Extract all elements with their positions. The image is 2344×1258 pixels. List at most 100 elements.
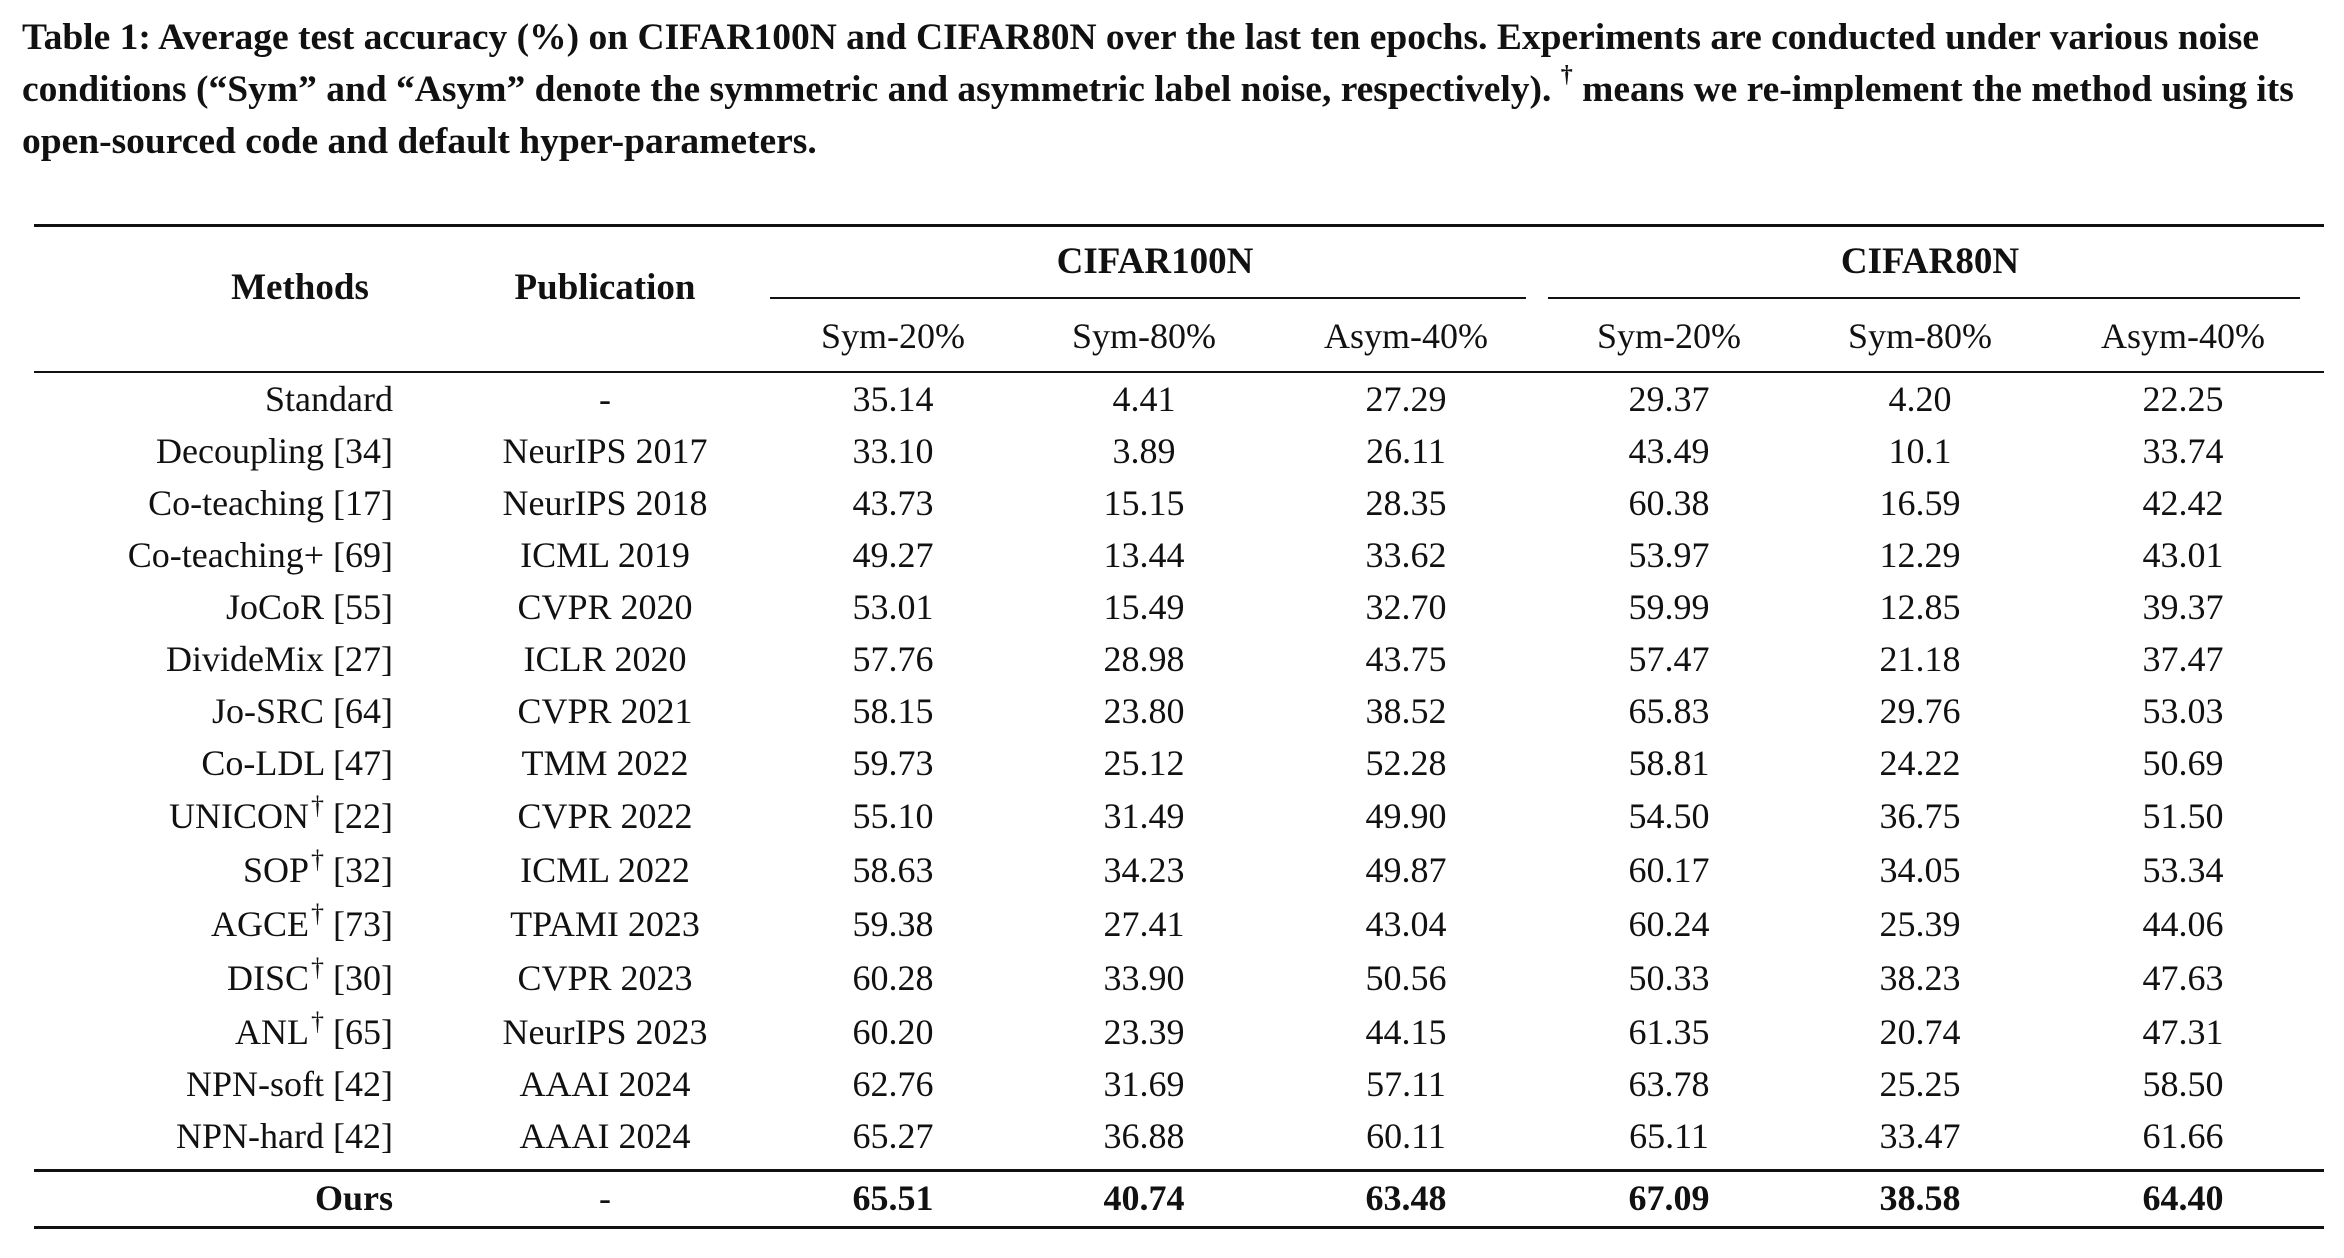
- publication-cell: CVPR 2023: [517, 958, 693, 998]
- value-cell: 39.37: [2142, 587, 2224, 627]
- method-citation: [17]: [333, 483, 393, 523]
- subheader-cifar100n-sym80: Sym-80%: [1072, 316, 1216, 356]
- method-citation: [47]: [333, 743, 393, 783]
- value-cell: 58.63: [852, 850, 934, 890]
- method-citation: [22]: [333, 796, 393, 836]
- value-cell: 36.75: [1879, 796, 1961, 836]
- publication-cell: ICLR 2020: [523, 639, 687, 679]
- value-cell: 27.29: [1365, 379, 1447, 419]
- value-cell: 53.34: [2142, 850, 2224, 890]
- value-cell: 43.04: [1365, 904, 1447, 944]
- dagger-mark: †: [311, 899, 325, 928]
- header-methods: Methods: [231, 267, 369, 308]
- value-cell: 65.27: [852, 1116, 934, 1156]
- method-name: DivideMix: [166, 639, 325, 679]
- value-cell: 52.28: [1365, 743, 1447, 783]
- value-cell: 50.69: [2142, 743, 2224, 783]
- method-cell: NPN-hard [42]: [176, 1118, 393, 1154]
- publication-cell: AAAI 2024: [519, 1064, 691, 1104]
- top-rule: [34, 224, 2324, 227]
- value-cell: 60.17: [1628, 850, 1710, 890]
- value-cell: 38.23: [1879, 958, 1961, 998]
- value-cell: 43.49: [1628, 431, 1710, 471]
- value-cell: 43.01: [2142, 535, 2224, 575]
- value-cell: 15.15: [1103, 483, 1185, 523]
- value-cell: 44.15: [1365, 1012, 1447, 1052]
- method-name: Co-teaching+: [127, 535, 325, 575]
- value-cell: 60.24: [1628, 904, 1710, 944]
- value-cell: 34.05: [1879, 850, 1961, 890]
- value-cell: 47.31: [2142, 1012, 2224, 1052]
- value-cell: 58.15: [852, 691, 934, 731]
- value-cell: 59.99: [1628, 587, 1710, 627]
- value-cell: 23.39: [1103, 1012, 1185, 1052]
- value-cell: 36.88: [1103, 1116, 1185, 1156]
- group2-underline: [1548, 297, 2300, 299]
- method-name: NPN-hard: [176, 1116, 325, 1156]
- value-cell: 4.41: [1112, 379, 1176, 419]
- publication-cell: NeurIPS 2017: [502, 431, 708, 471]
- header-publication: Publication: [514, 267, 696, 308]
- value-cell: 33.74: [2142, 431, 2224, 471]
- method-citation: [55]: [333, 587, 393, 627]
- value-cell: 15.49: [1103, 587, 1185, 627]
- method-cell: Co-teaching [17]: [148, 485, 393, 521]
- value-cell: 47.63: [2142, 958, 2224, 998]
- value-cell: 51.50: [2142, 796, 2224, 836]
- value-cell: 13.44: [1103, 535, 1185, 575]
- value-cell: 61.35: [1628, 1012, 1710, 1052]
- value-cell: 49.87: [1365, 850, 1447, 890]
- method-citation: [42]: [333, 1064, 393, 1104]
- value-cell-ours: 63.48: [1365, 1178, 1447, 1218]
- value-cell-ours: 40.74: [1103, 1178, 1185, 1218]
- publication-cell-ours: -: [599, 1178, 611, 1218]
- subheader-cifar100n-sym20: Sym-20%: [821, 316, 965, 356]
- publication-cell: AAAI 2024: [519, 1116, 691, 1156]
- value-cell: 12.85: [1879, 587, 1961, 627]
- value-cell: 60.11: [1366, 1116, 1446, 1156]
- value-cell: 29.76: [1879, 691, 1961, 731]
- value-cell: 33.62: [1365, 535, 1447, 575]
- value-cell: 57.47: [1628, 639, 1710, 679]
- method-citation: [73]: [333, 904, 393, 944]
- dagger-mark: †: [311, 953, 325, 982]
- subheader-cifar80n-sym80: Sym-80%: [1848, 316, 1992, 356]
- header-group-cifar100n: CIFAR100N: [1056, 241, 1254, 282]
- method-name: JoCoR: [225, 587, 325, 627]
- value-cell: 53.01: [852, 587, 934, 627]
- value-cell: 25.25: [1879, 1064, 1961, 1104]
- method-name: AGCE: [211, 904, 310, 944]
- value-cell: 35.14: [852, 379, 934, 419]
- value-cell: 43.75: [1365, 639, 1447, 679]
- value-cell: 21.18: [1879, 639, 1961, 679]
- publication-cell: TPAMI 2023: [510, 904, 700, 944]
- method-citation: [34]: [333, 431, 393, 471]
- method-name: Standard: [265, 379, 393, 419]
- subheader-cifar100n-asym40: Asym-40%: [1324, 316, 1488, 356]
- publication-cell: CVPR 2022: [517, 796, 693, 836]
- method-cell: NPN-soft [42]: [186, 1066, 393, 1102]
- value-cell: 43.73: [852, 483, 934, 523]
- value-cell: 57.76: [852, 639, 934, 679]
- dagger-mark: †: [311, 791, 325, 820]
- value-cell-ours: 38.58: [1879, 1178, 1961, 1218]
- value-cell: 50.33: [1628, 958, 1710, 998]
- value-cell: 4.20: [1888, 379, 1952, 419]
- bottom-rule: [34, 1226, 2324, 1229]
- publication-cell: CVPR 2020: [517, 587, 693, 627]
- method-cell: AGCE† [73]: [211, 901, 393, 944]
- value-cell: 22.25: [2142, 379, 2224, 419]
- ours-rule: [34, 1169, 2324, 1172]
- value-cell: 50.56: [1365, 958, 1447, 998]
- value-cell: 20.74: [1879, 1012, 1961, 1052]
- value-cell: 25.39: [1879, 904, 1961, 944]
- method-cell: Co-LDL [47]: [201, 745, 393, 781]
- value-cell: 44.06: [2142, 904, 2224, 944]
- method-cell: Jo-SRC [64]: [212, 693, 393, 729]
- value-cell: 31.49: [1103, 796, 1185, 836]
- publication-cell: -: [599, 379, 611, 419]
- value-cell: 60.28: [852, 958, 934, 998]
- value-cell: 23.80: [1103, 691, 1185, 731]
- value-cell: 32.70: [1365, 587, 1447, 627]
- method-name: Jo-SRC: [211, 691, 325, 731]
